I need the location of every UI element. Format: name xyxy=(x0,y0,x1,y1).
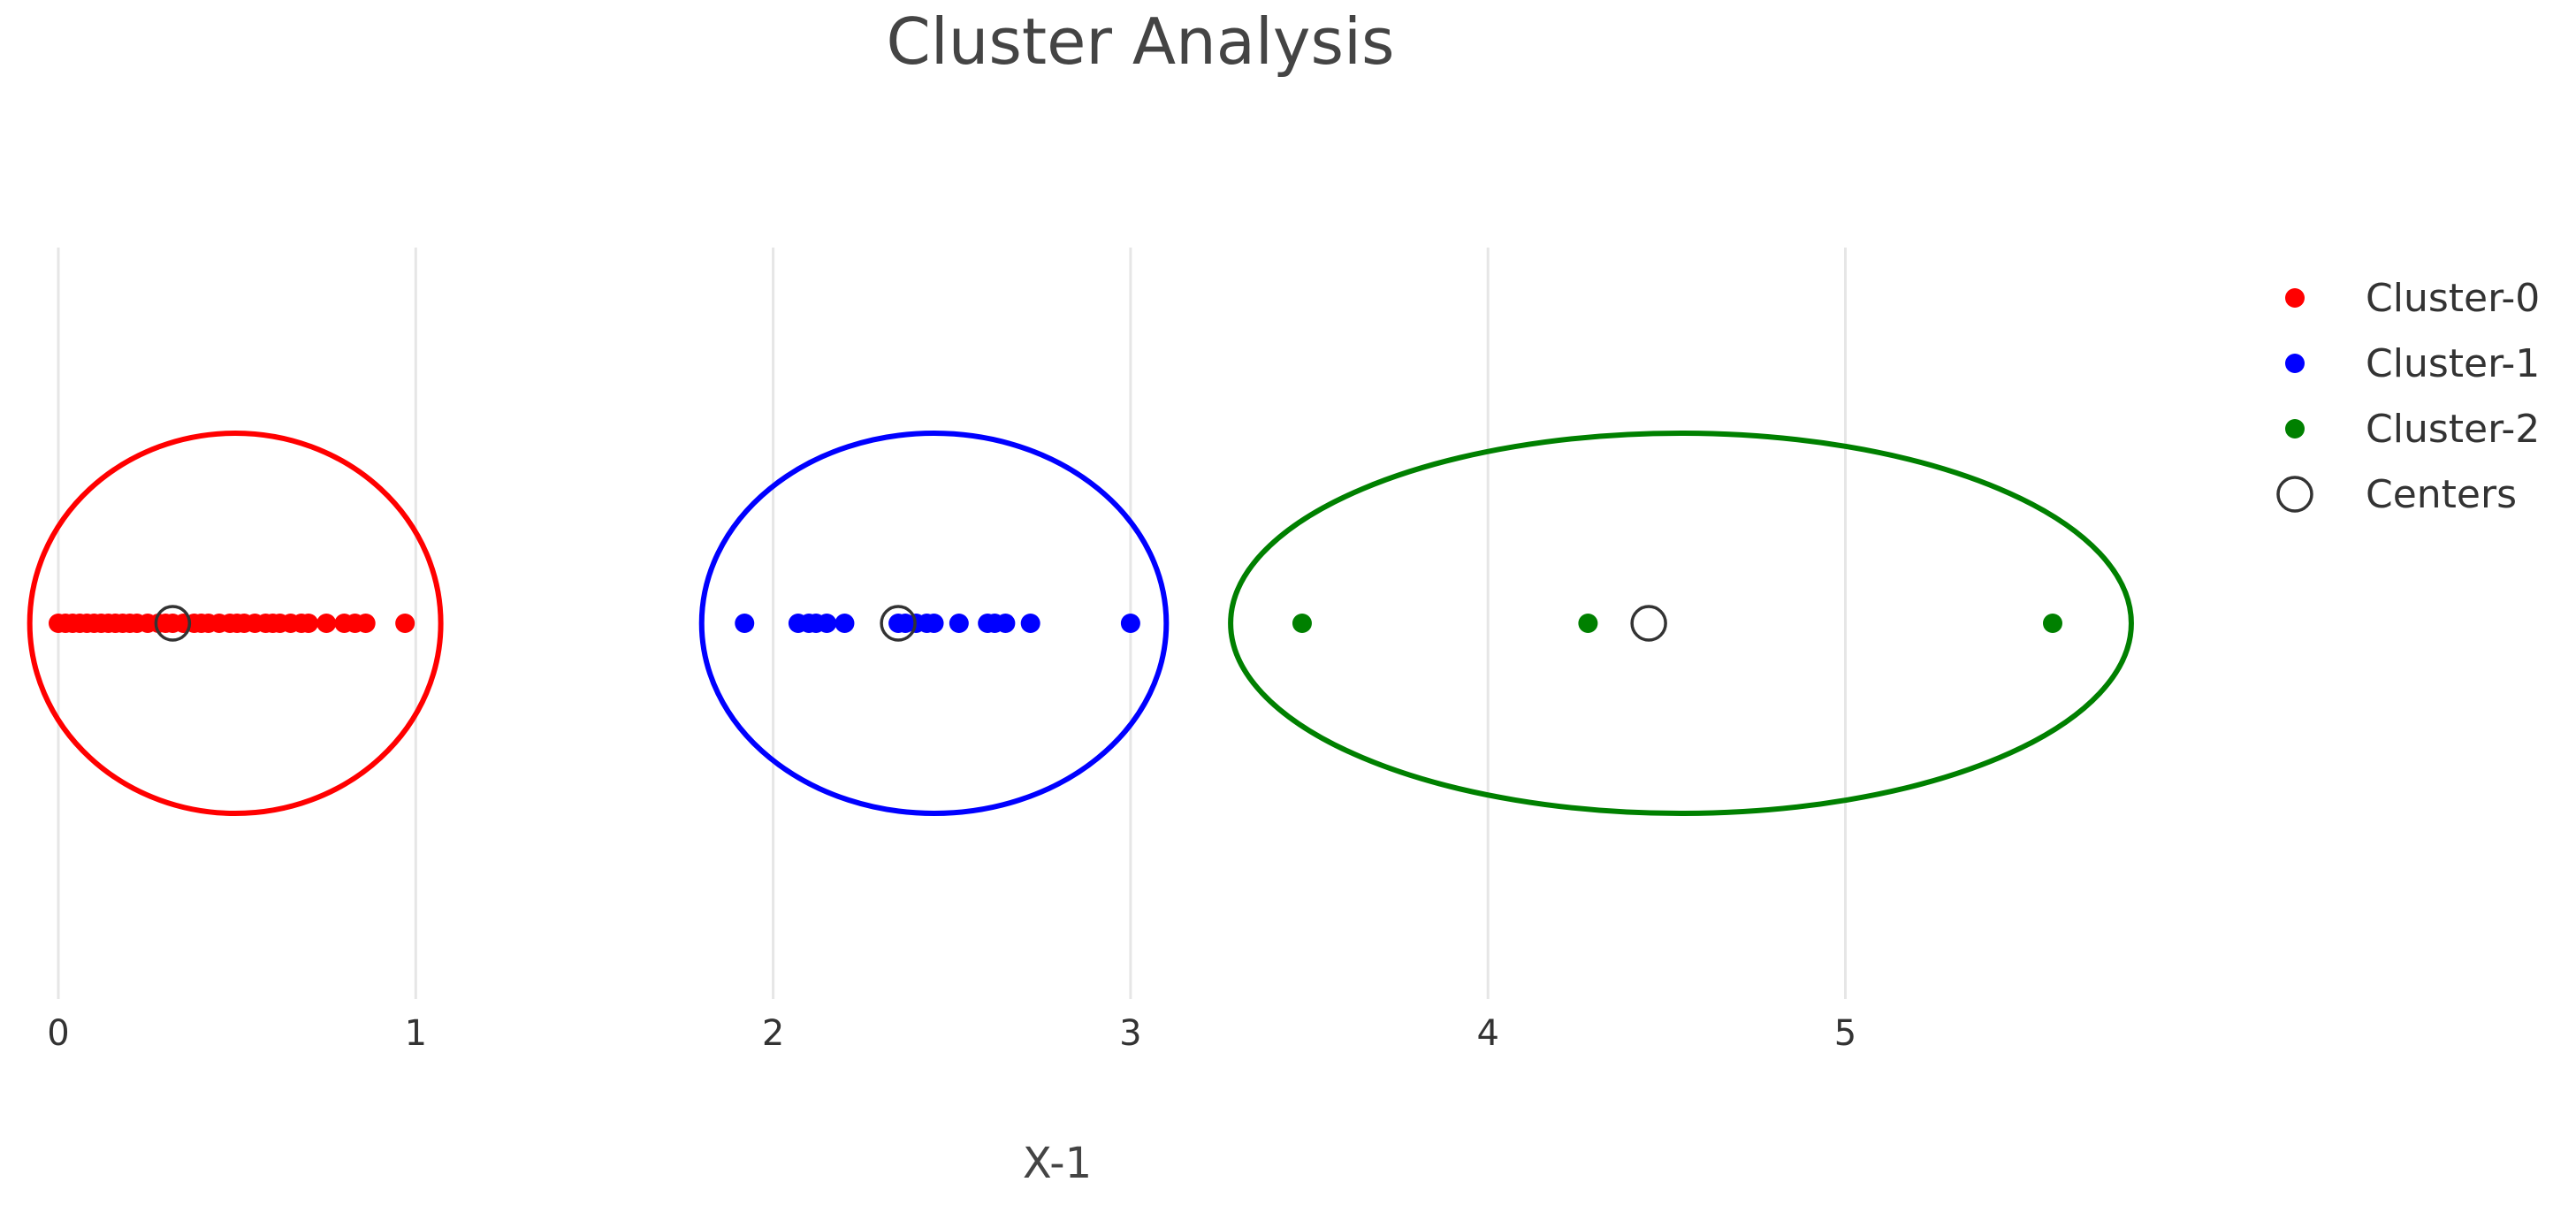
legend: Cluster-0 Cluster-1 Cluster-2 Centers xyxy=(2276,276,2540,517)
cluster-ellipse xyxy=(1228,431,2134,816)
data-point xyxy=(735,614,755,633)
data-point xyxy=(835,614,855,633)
data-point xyxy=(924,614,944,633)
chart-title: Cluster Analysis xyxy=(886,4,1394,79)
legend-swatch xyxy=(2285,354,2305,373)
legend-label: Cluster-0 xyxy=(2366,276,2540,321)
legend-swatch xyxy=(2285,419,2305,439)
legend-swatch xyxy=(2285,288,2305,308)
legend-swatch xyxy=(2276,476,2313,513)
cluster-ellipse xyxy=(27,431,444,816)
center-marker xyxy=(880,605,917,642)
x-tick-label: 5 xyxy=(1834,1013,1856,1054)
data-point xyxy=(1578,614,1598,633)
x-tick-label: 4 xyxy=(1476,1013,1498,1054)
x-tick-label: 3 xyxy=(1119,1013,1141,1054)
x-axis-label: X-1 xyxy=(1023,1139,1092,1188)
x-tick-label: 1 xyxy=(405,1013,427,1054)
center-marker xyxy=(1630,605,1667,642)
data-point xyxy=(355,614,376,633)
data-point xyxy=(1120,614,1140,633)
point-layer xyxy=(49,605,2062,642)
data-point xyxy=(2042,614,2062,633)
legend-label: Centers xyxy=(2366,472,2517,517)
center-marker xyxy=(154,605,192,642)
data-point xyxy=(995,614,1016,633)
tick-layer: 0 1 2 3 4 5 xyxy=(47,1013,1856,1054)
data-point xyxy=(949,614,969,633)
data-point xyxy=(1292,614,1312,633)
grid-layer xyxy=(57,248,1847,999)
legend-label: Cluster-1 xyxy=(2366,341,2540,386)
cluster-ellipse xyxy=(698,431,1170,816)
data-point xyxy=(299,614,319,633)
data-point xyxy=(316,614,337,633)
data-point xyxy=(395,614,415,633)
legend-label: Cluster-2 xyxy=(2366,407,2540,452)
shape-layer xyxy=(27,431,2134,816)
x-tick-label: 2 xyxy=(762,1013,784,1054)
x-tick-label: 0 xyxy=(47,1013,69,1054)
data-point xyxy=(817,614,837,633)
data-point xyxy=(1020,614,1040,633)
